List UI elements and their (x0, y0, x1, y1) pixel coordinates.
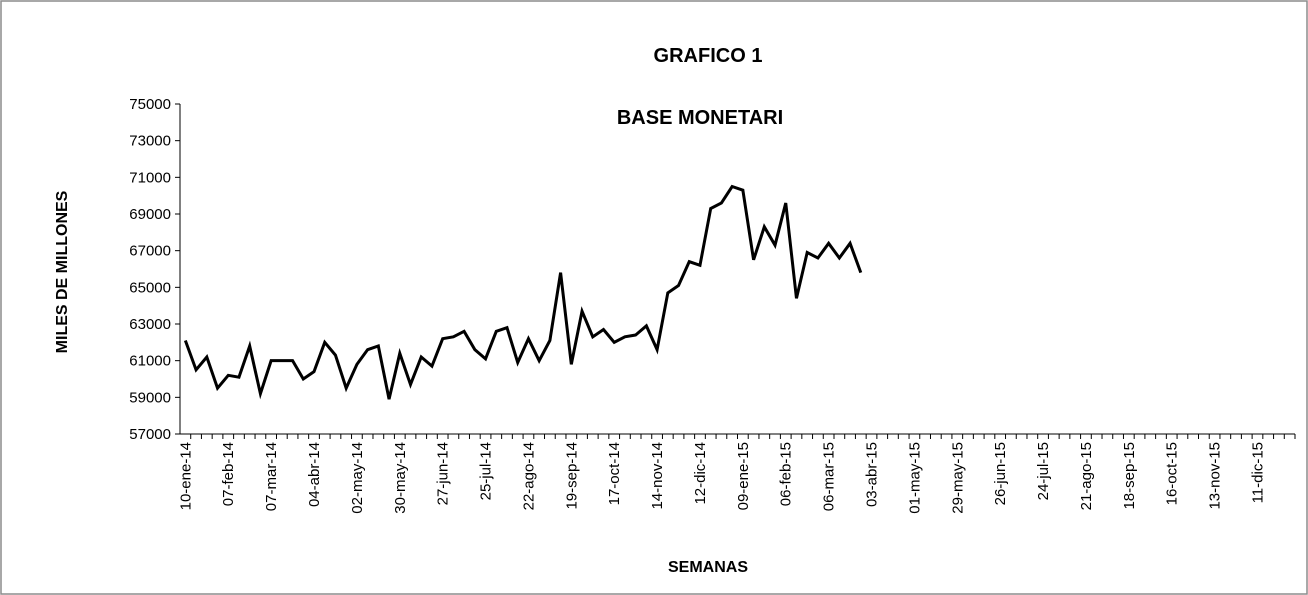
y-tick-label: 71000 (129, 169, 171, 186)
x-tick-label: 10-ene-14 (177, 442, 194, 510)
x-tick-label: 22-ago-14 (520, 442, 537, 510)
x-tick-label: 02-may-14 (349, 442, 366, 514)
x-tick-label: 01-may-15 (906, 442, 923, 514)
x-axis-title: SEMANAS (668, 559, 748, 576)
x-tick-label: 07-feb-14 (220, 442, 237, 506)
x-tick-label: 19-sep-14 (563, 442, 580, 510)
x-tick-label: 24-jul-15 (1035, 442, 1052, 500)
x-tick-label: 06-feb-15 (778, 442, 795, 506)
x-tick-label: 04-abr-14 (306, 442, 323, 507)
y-tick-label: 75000 (129, 96, 171, 113)
x-tick-label: 06-mar-15 (821, 442, 838, 511)
y-tick-label: 65000 (129, 279, 171, 296)
x-tick-label: 29-may-15 (949, 442, 966, 514)
x-tick-label: 09-ene-15 (735, 442, 752, 510)
y-tick-label: 73000 (129, 133, 171, 150)
x-tick-label: 17-oct-14 (606, 442, 623, 505)
x-tick-label: 11-dic-15 (1249, 442, 1266, 503)
x-tick-label: 30-may-14 (392, 442, 409, 514)
x-tick-label: 07-mar-14 (263, 442, 280, 511)
data-line (183, 184, 863, 400)
y-tick-label: 63000 (129, 316, 171, 333)
x-tick-label: 26-jun-15 (992, 442, 1009, 505)
chart-subtitle: BASE MONETARI (617, 107, 783, 129)
y-tick-label: 67000 (129, 243, 171, 260)
x-tick-label: 21-ago-15 (1078, 442, 1095, 510)
chart-title: GRAFICO 1 (654, 45, 763, 67)
x-tick-label: 12-dic-14 (692, 442, 709, 505)
y-axis-title: MILES DE MILLONES (54, 190, 71, 353)
x-tick-label: 18-sep-15 (1121, 442, 1138, 510)
x-tick-label: 27-jun-14 (435, 442, 452, 505)
x-tick-label: 03-abr-15 (864, 442, 881, 507)
y-tick-label: 57000 (129, 426, 171, 443)
y-tick-label: 69000 (129, 206, 171, 223)
y-tick-label: 59000 (129, 389, 171, 406)
x-tick-label: 16-oct-15 (1164, 442, 1181, 505)
x-tick-label: 14-nov-14 (649, 442, 666, 510)
x-tick-label: 25-jul-14 (478, 442, 495, 500)
y-tick-label: 61000 (129, 353, 171, 370)
x-tick-label: 13-nov-15 (1207, 442, 1224, 510)
